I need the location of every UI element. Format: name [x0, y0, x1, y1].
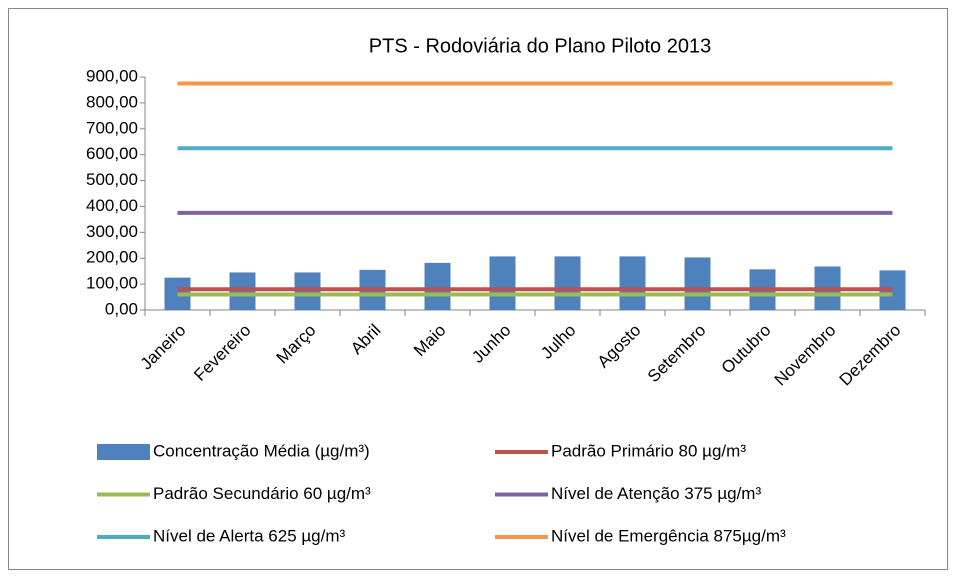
y-tick-label: 0,00: [105, 299, 138, 318]
y-tick-label: 400,00: [86, 196, 138, 215]
legend-label: Padrão Secundário 60 µg/m³: [153, 484, 371, 503]
legend-label: Nível de Atenção 375 µg/m³: [551, 484, 761, 503]
legend-label: Padrão Primário 80 µg/m³: [551, 441, 746, 460]
y-tick-label: 200,00: [86, 248, 138, 267]
bar: [554, 256, 581, 310]
bar: [619, 256, 646, 310]
y-tick-label: 700,00: [86, 118, 138, 137]
bar: [489, 256, 516, 310]
legend-swatch: [97, 444, 150, 460]
y-tick-label: 100,00: [86, 274, 138, 293]
legend-label: Concentração Média (µg/m³): [153, 441, 370, 460]
y-tick-label: 600,00: [86, 144, 138, 163]
bar: [684, 257, 711, 310]
y-tick-label: 900,00: [86, 66, 138, 85]
bar: [424, 262, 451, 310]
chart-title: PTS - Rodoviária do Plano Piloto 2013: [369, 35, 711, 57]
y-tick-label: 800,00: [86, 92, 138, 111]
y-tick-label: 500,00: [86, 170, 138, 189]
legend-label: Nível de Emergência 875µg/m³: [551, 526, 786, 545]
legend-label: Nível de Alerta 625 µg/m³: [153, 526, 346, 545]
y-tick-label: 300,00: [86, 222, 138, 241]
